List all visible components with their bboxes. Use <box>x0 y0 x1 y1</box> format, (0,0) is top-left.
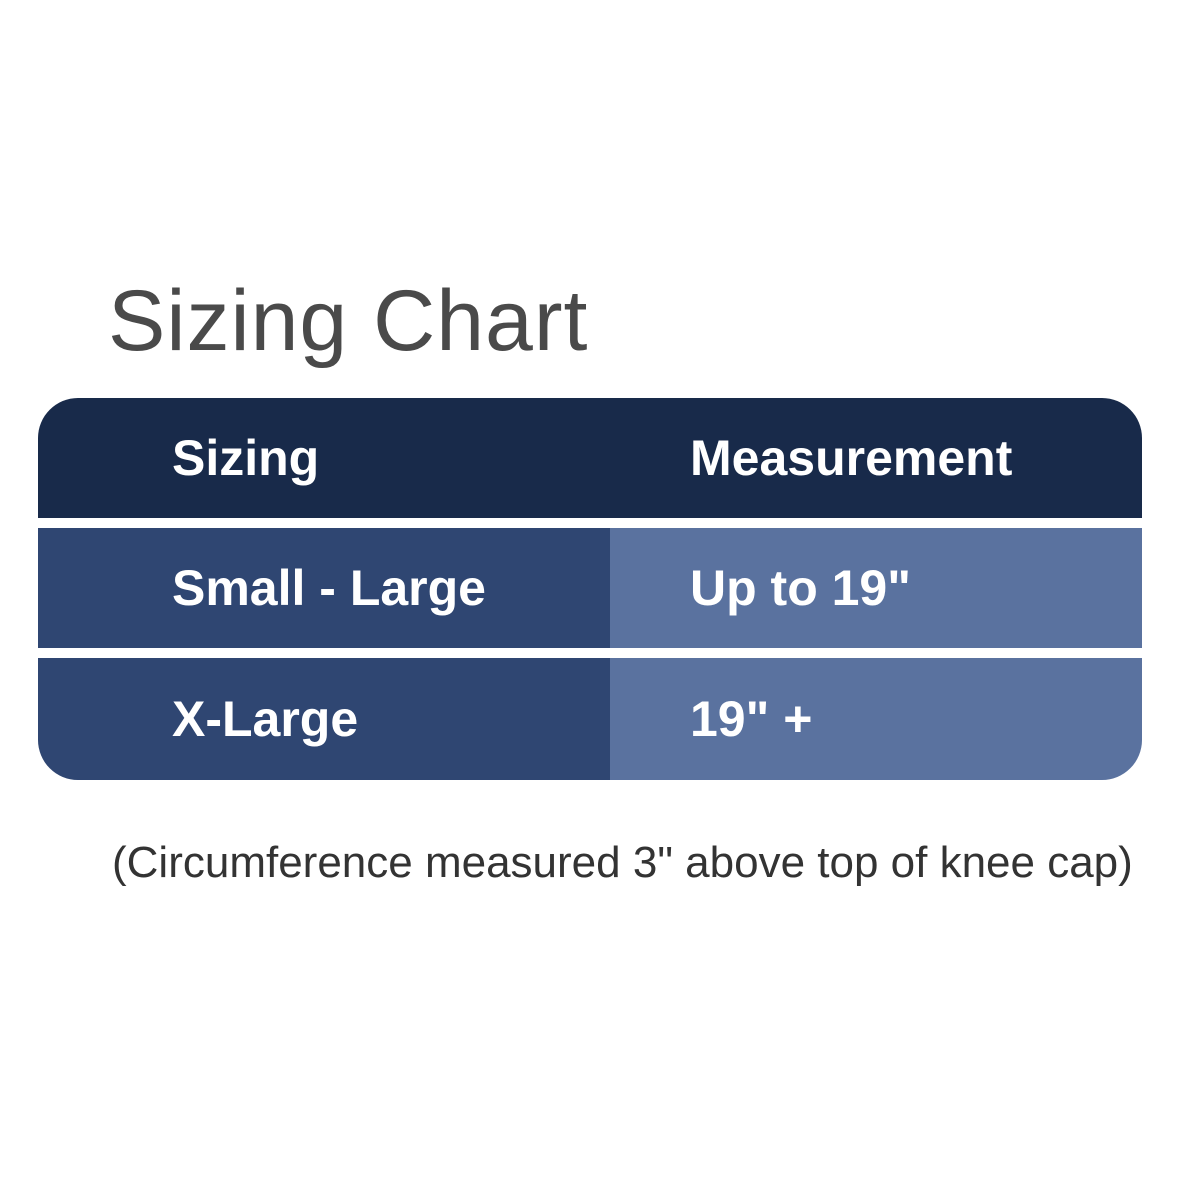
sizing-table: Sizing Measurement Small - Large Up to 1… <box>38 398 1142 780</box>
table-row: X-Large 19" + <box>38 658 1142 780</box>
size-cell: Small - Large <box>38 528 610 648</box>
header-row: Sizing Measurement <box>38 398 1142 518</box>
measure-cell: 19" + <box>610 658 1142 780</box>
header-cell: Measurement <box>690 430 1013 486</box>
note: (Circumference measured 3" above top of … <box>112 838 1133 887</box>
measure-cell: Up to 19" <box>610 528 1142 648</box>
title: Sizing Chart <box>108 273 589 369</box>
header-cell: Sizing <box>172 430 320 486</box>
size-cell: X-Large <box>38 658 610 780</box>
table-row: Small - Large Up to 19" <box>38 528 1142 648</box>
